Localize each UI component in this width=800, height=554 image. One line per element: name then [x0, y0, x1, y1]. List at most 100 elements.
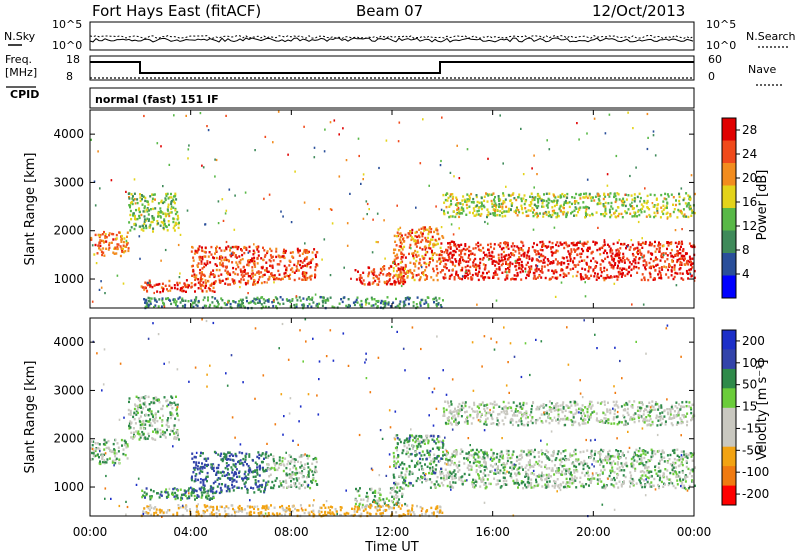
data-cell: [242, 457, 245, 461]
data-cell: [164, 215, 167, 218]
data-cell: [451, 215, 454, 218]
data-cell: [249, 301, 252, 304]
data-cell: [94, 448, 97, 451]
data-cell: [215, 256, 218, 260]
data-cell: [136, 217, 139, 221]
data-cell: [406, 437, 408, 440]
data-cell: [490, 456, 493, 459]
data-cell: [597, 193, 600, 196]
data-cell: [427, 240, 430, 243]
sparse-cell: [329, 208, 332, 211]
data-cell: [287, 275, 290, 278]
data-cell: [658, 474, 661, 478]
data-cell: [284, 457, 287, 460]
data-cell: [261, 267, 264, 270]
data-cell: [160, 432, 163, 435]
data-cell: [631, 198, 634, 201]
data-cell: [399, 245, 402, 248]
data-cell: [442, 236, 445, 239]
data-cell: [170, 402, 173, 405]
sparse-cell: [396, 204, 398, 207]
sparse-cell: [221, 198, 224, 201]
data-cell: [693, 484, 696, 487]
data-cell: [393, 436, 396, 440]
data-cell: [401, 492, 404, 496]
data-cell: [464, 276, 466, 280]
data-cell: [687, 263, 690, 266]
data-cell: [670, 481, 673, 484]
data-cell: [143, 218, 146, 221]
data-cell: [595, 241, 598, 245]
data-cell: [358, 494, 361, 497]
data-cell: [185, 290, 187, 293]
data-cell: [415, 259, 418, 263]
data-cell: [482, 263, 485, 266]
data-cell: [141, 198, 143, 201]
data-cell: [216, 485, 219, 488]
data-cell: [254, 265, 257, 268]
data-cell: [680, 263, 683, 266]
data-cell: [116, 442, 119, 445]
data-cell: [398, 465, 401, 469]
data-cell: [126, 231, 129, 234]
data-cell: [392, 451, 395, 455]
data-cell: [154, 412, 157, 415]
sparse-cell: [98, 288, 101, 291]
data-cell: [201, 273, 204, 276]
data-cell: [273, 278, 275, 281]
data-cell: [151, 414, 154, 417]
data-cell: [471, 252, 474, 255]
sparse-cell: [675, 284, 678, 287]
data-cell: [301, 272, 304, 275]
data-cell: [633, 211, 636, 214]
data-cell: [291, 251, 294, 254]
data-cell: [259, 301, 261, 304]
data-cell: [241, 257, 244, 261]
data-cell: [500, 256, 503, 259]
data-cell: [125, 241, 128, 244]
data-cell: [284, 251, 287, 254]
data-cell: [198, 256, 201, 259]
data-cell: [467, 277, 470, 280]
data-cell: [656, 474, 659, 477]
data-cell: [274, 479, 277, 482]
data-cell: [632, 260, 635, 263]
data-cell: [262, 479, 265, 482]
data-cell: [279, 482, 282, 485]
data-cell: [194, 489, 197, 492]
data-cell: [316, 483, 319, 486]
data-cell: [495, 206, 497, 209]
data-cell: [658, 485, 660, 488]
data-cell: [192, 488, 195, 491]
data-cell: [644, 242, 647, 245]
data-cell: [285, 472, 288, 475]
data-cell: [138, 438, 141, 441]
data-cell: [303, 271, 306, 274]
data-cell: [418, 228, 421, 231]
sparse-cell: [362, 217, 365, 220]
data-cell: [143, 215, 146, 218]
sparse-cell: [439, 164, 442, 167]
data-cell: [518, 193, 521, 196]
data-cell: [425, 246, 428, 250]
data-cell: [409, 261, 412, 264]
data-cell: [677, 250, 679, 253]
data-cell: [420, 475, 422, 478]
data-cell: [482, 478, 485, 481]
data-cell: [579, 197, 582, 200]
data-cell: [102, 251, 105, 254]
noise-panel-frame: [89, 21, 695, 51]
data-cell: [405, 470, 408, 473]
data-cell: [622, 200, 625, 203]
data-cell: [213, 290, 216, 293]
data-cell: [476, 200, 479, 204]
data-cell: [132, 195, 134, 198]
data-cell: [353, 303, 356, 307]
data-cell: [179, 289, 182, 292]
data-cell: [402, 238, 404, 241]
data-cell: [430, 251, 433, 254]
data-cell: [644, 466, 646, 470]
data-cell: [360, 299, 363, 303]
data-cell: [212, 282, 215, 286]
power-marks: [90, 110, 696, 310]
